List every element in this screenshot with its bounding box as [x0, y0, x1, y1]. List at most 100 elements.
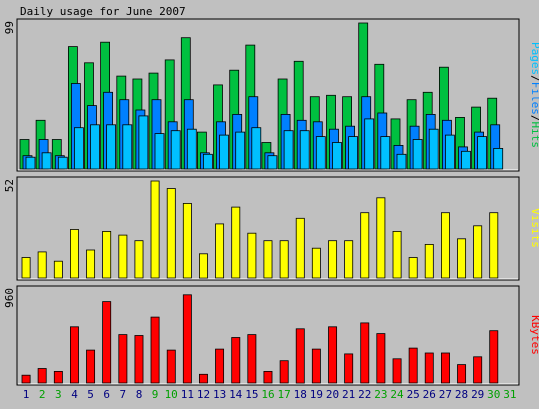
x-label-day-7: 7: [119, 388, 126, 401]
bar-visits-day-28: [457, 238, 467, 279]
bar-kbytes-day-3: [53, 370, 63, 384]
bar-pages-day-22: [364, 118, 375, 170]
legend-part-0: Visits: [529, 208, 539, 248]
bar-visits-day-24: [392, 230, 402, 279]
bar-pages-day-7: [122, 124, 133, 170]
bar-pages-day-14: [235, 131, 246, 170]
x-label-day-12: 12: [197, 388, 210, 401]
bar-visits-day-25: [408, 257, 418, 279]
bar-pages-day-1: [25, 156, 36, 170]
bar-visits-day-15: [247, 232, 257, 279]
bar-visits-day-16: [263, 240, 273, 279]
bar-visits-day-29: [473, 225, 483, 279]
x-label-day-23: 23: [374, 388, 387, 401]
y-max-label: 99: [3, 21, 16, 34]
bar-kbytes-day-1: [21, 374, 31, 384]
bar-visits-day-4: [70, 229, 79, 279]
bar-pages-day-15: [251, 127, 262, 170]
y-max-label: 52: [3, 179, 16, 192]
bar-visits-day-14: [231, 206, 241, 279]
bar-pages-day-8: [138, 115, 149, 170]
bar-kbytes-day-30: [489, 330, 499, 384]
bar-pages-day-10: [170, 130, 181, 170]
legend-part-2: Files: [529, 82, 539, 115]
bar-pages-day-17: [283, 130, 294, 170]
bar-kbytes-day-14: [231, 337, 241, 384]
bar-pages-day-28: [461, 150, 471, 170]
bar-kbytes-day-28: [457, 364, 467, 384]
bar-visits-day-1: [21, 257, 31, 279]
x-label-day-19: 19: [310, 388, 323, 401]
bar-kbytes-day-22: [360, 322, 370, 384]
bar-kbytes-day-17: [279, 360, 289, 384]
bar-visits-day-21: [344, 240, 354, 279]
bar-pages-day-3: [57, 156, 68, 170]
x-label-day-8: 8: [136, 388, 143, 401]
bar-pages-day-18: [299, 130, 310, 170]
bar-visits-day-12: [198, 253, 208, 279]
bar-visits-day-27: [440, 212, 450, 279]
bar-kbytes-day-29: [473, 356, 483, 384]
legend-visits: Visits: [529, 208, 539, 248]
bar-pages-day-27: [444, 134, 455, 170]
bar-kbytes-day-20: [328, 326, 338, 384]
x-label-day-22: 22: [358, 388, 371, 401]
bar-visits-day-26: [424, 243, 434, 279]
bar-kbytes-day-23: [376, 333, 386, 384]
x-label-day-29: 29: [471, 388, 484, 401]
bar-kbytes-day-21: [344, 353, 354, 384]
bar-visits-day-9: [150, 180, 160, 279]
legend-part-0: Pages: [529, 42, 539, 75]
bar-kbytes-day-25: [408, 347, 418, 384]
x-label-day-11: 11: [181, 388, 194, 401]
bar-visits-day-20: [328, 240, 338, 279]
bar-pages-day-25: [412, 139, 423, 170]
legend-part-4: Hits: [529, 122, 539, 149]
panel-frame: [16, 285, 520, 386]
x-label-day-20: 20: [326, 388, 339, 401]
bar-pages-day-23: [380, 136, 391, 170]
bar-kbytes-day-18: [295, 328, 305, 384]
x-label-day-24: 24: [390, 388, 404, 401]
legend-part-0: KBytes: [529, 315, 539, 355]
panel-visits: 52 Visits: [3, 176, 539, 281]
bar-visits-day-8: [134, 240, 144, 279]
bar-pages-day-24: [396, 153, 407, 170]
x-label-day-4: 4: [71, 388, 78, 401]
bar-visits-day-10: [166, 188, 176, 279]
bar-kbytes-day-19: [311, 348, 321, 384]
bar-pages-day-5: [90, 124, 100, 170]
bar-pages-day-12: [202, 153, 213, 170]
legend-part-1: /: [529, 75, 539, 82]
x-label-day-6: 6: [103, 388, 110, 401]
bar-pages-day-26: [428, 128, 439, 170]
x-label-day-25: 25: [407, 388, 420, 401]
x-label-day-13: 13: [213, 388, 226, 401]
x-label-day-14: 14: [229, 388, 243, 401]
x-label-day-1: 1: [23, 388, 30, 401]
legend-pages-files-hits: Pages/Files/Hits: [529, 42, 539, 148]
bar-pages-day-2: [41, 152, 52, 170]
x-label-day-5: 5: [87, 388, 94, 401]
x-label-day-2: 2: [39, 388, 46, 401]
panel-kbytes: 960 KBytes: [3, 285, 539, 386]
x-label-day-26: 26: [423, 388, 436, 401]
bar-kbytes-day-24: [392, 358, 402, 384]
legend-kbytes: KBytes: [529, 315, 539, 355]
bar-kbytes-day-9: [150, 316, 160, 384]
bar-pages-day-4: [74, 127, 84, 170]
bar-visits-day-6: [102, 230, 112, 279]
x-label-day-21: 21: [342, 388, 355, 401]
bar-visits-day-17: [279, 240, 289, 279]
bar-kbytes-day-4: [70, 326, 79, 384]
x-label-day-18: 18: [294, 388, 307, 401]
bar-pages-day-6: [106, 124, 116, 170]
x-label-day-31: 31: [503, 388, 516, 401]
bar-visits-day-5: [86, 249, 96, 279]
x-label-day-9: 9: [152, 388, 159, 401]
bar-pages-day-9: [154, 133, 165, 170]
bar-pages-day-11: [186, 128, 197, 170]
